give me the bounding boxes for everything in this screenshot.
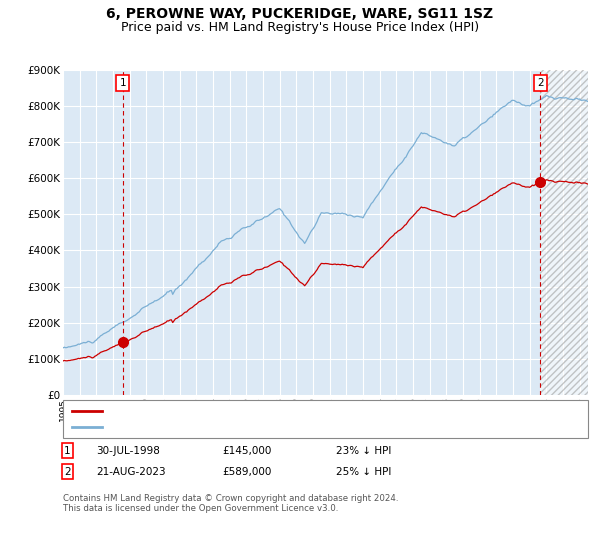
Text: 2: 2 [64,466,71,477]
Text: HPI: Average price, detached house, East Hertfordshire: HPI: Average price, detached house, East… [106,422,382,432]
Text: 6, PEROWNE WAY, PUCKERIDGE, WARE, SG11 1SZ: 6, PEROWNE WAY, PUCKERIDGE, WARE, SG11 1… [106,7,494,21]
Text: Price paid vs. HM Land Registry's House Price Index (HPI): Price paid vs. HM Land Registry's House … [121,21,479,34]
Text: £589,000: £589,000 [222,466,271,477]
Text: 1: 1 [119,78,126,87]
Text: £145,000: £145,000 [222,446,271,456]
Text: 30-JUL-1998: 30-JUL-1998 [96,446,160,456]
Text: 6, PEROWNE WAY, PUCKERIDGE, WARE, SG11 1SZ (detached house): 6, PEROWNE WAY, PUCKERIDGE, WARE, SG11 1… [106,405,447,416]
Text: Contains HM Land Registry data © Crown copyright and database right 2024.
This d: Contains HM Land Registry data © Crown c… [63,494,398,514]
Text: 1: 1 [64,446,71,456]
Text: 25% ↓ HPI: 25% ↓ HPI [336,466,391,477]
Text: 2: 2 [537,78,544,87]
Text: 21-AUG-2023: 21-AUG-2023 [96,466,166,477]
Text: 23% ↓ HPI: 23% ↓ HPI [336,446,391,456]
Bar [541,63,598,395]
